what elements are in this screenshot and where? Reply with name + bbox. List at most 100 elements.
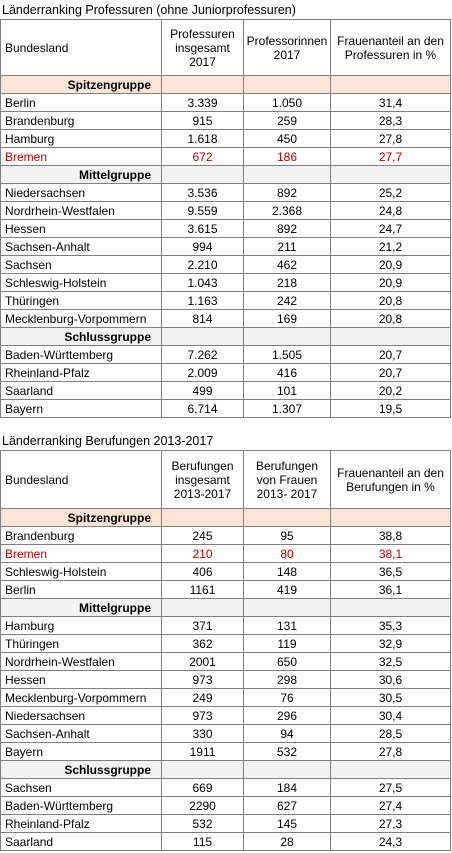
cell: 36,5 — [331, 563, 451, 581]
cell: 1.618 — [162, 130, 244, 148]
cell: 95 — [244, 527, 331, 545]
group-cell — [244, 166, 331, 184]
cell: 20,7 — [331, 346, 451, 364]
cell: 210 — [162, 545, 244, 563]
cell: 9.559 — [162, 202, 244, 220]
row-label: Schleswig-Holstein — [0, 274, 162, 292]
table-title: Länderranking Professuren (ohne Juniorpr… — [2, 3, 296, 17]
group-cell — [244, 599, 331, 617]
row-label: Rheinland-Pfalz — [0, 364, 162, 382]
cell: 2.368 — [244, 202, 331, 220]
row-label: Thüringen — [0, 635, 162, 653]
row-label: Mecklenburg-Vorpommern — [0, 689, 162, 707]
cell: 499 — [162, 382, 244, 400]
cell: 101 — [244, 382, 331, 400]
cell: 35,3 — [331, 617, 451, 635]
group-cell — [162, 599, 244, 617]
row-label: Bremen — [0, 545, 162, 563]
cell: 20,9 — [331, 274, 451, 292]
cell: 450 — [244, 130, 331, 148]
cell: 38,1 — [331, 545, 451, 563]
cell: 25,2 — [331, 184, 451, 202]
group-cell — [331, 761, 451, 779]
row-label: Sachsen — [0, 256, 162, 274]
row-label: Sachsen-Anhalt — [0, 238, 162, 256]
row-label: Brandenburg — [0, 112, 162, 130]
group-cell — [162, 761, 244, 779]
row-label: Hamburg — [0, 130, 162, 148]
cell: 131 — [244, 617, 331, 635]
cell: 218 — [244, 274, 331, 292]
cell: 19,5 — [331, 400, 451, 418]
cell: 36,1 — [331, 581, 451, 599]
cell: 406 — [162, 563, 244, 581]
row-label: Hessen — [0, 220, 162, 238]
header-cell: Bundesland — [0, 20, 162, 76]
group-label: Schlussgruppe — [0, 761, 162, 779]
cell: 30,5 — [331, 689, 451, 707]
row-label: Baden-Württemberg — [0, 797, 162, 815]
header-cell: Frauenanteil an den Professuren in % — [331, 20, 451, 76]
table-title: Länderranking Berufungen 2013-2017 — [2, 434, 214, 448]
cell: 2.210 — [162, 256, 244, 274]
cell: 462 — [244, 256, 331, 274]
cell: 669 — [162, 779, 244, 797]
cell: 27,4 — [331, 797, 451, 815]
cell: 362 — [162, 635, 244, 653]
cell: 27,8 — [331, 743, 451, 761]
cell: 1.307 — [244, 400, 331, 418]
cell: 20,2 — [331, 382, 451, 400]
cell: 32,9 — [331, 635, 451, 653]
cell: 1.505 — [244, 346, 331, 364]
cell: 3.536 — [162, 184, 244, 202]
cell: 973 — [162, 671, 244, 689]
cell: 1.043 — [162, 274, 244, 292]
cell: 298 — [244, 671, 331, 689]
row-label: Rheinland-Pfalz — [0, 815, 162, 833]
cell: 2290 — [162, 797, 244, 815]
cell: 28,3 — [331, 112, 451, 130]
group-cell — [244, 761, 331, 779]
header-cell: Bundesland — [0, 451, 162, 509]
cell: 27,3 — [331, 815, 451, 833]
cell: 672 — [162, 148, 244, 166]
row-label: Baden-Württemberg — [0, 346, 162, 364]
cell: 145 — [244, 815, 331, 833]
row-label: Mecklenburg-Vorpommern — [0, 310, 162, 328]
row-label: Bremen — [0, 148, 162, 166]
row-label: Hessen — [0, 671, 162, 689]
cell: 245 — [162, 527, 244, 545]
header-cell: Professuren insgesamt 2017 — [162, 20, 244, 76]
cell: 38,8 — [331, 527, 451, 545]
group-label: Spitzengruppe — [0, 509, 162, 527]
row-label: Hamburg — [0, 617, 162, 635]
cell: 1.163 — [162, 292, 244, 310]
cell: 27,8 — [331, 130, 451, 148]
cell: 30,4 — [331, 707, 451, 725]
cell: 296 — [244, 707, 331, 725]
group-cell — [162, 509, 244, 527]
row-label: Nordrhein-Westfalen — [0, 202, 162, 220]
group-cell — [244, 76, 331, 94]
cell: 30,6 — [331, 671, 451, 689]
row-label: Sachsen — [0, 779, 162, 797]
cell: 31,4 — [331, 94, 451, 112]
cell: 24,7 — [331, 220, 451, 238]
group-cell — [331, 509, 451, 527]
group-label: Mittelgruppe — [0, 599, 162, 617]
cell: 7.262 — [162, 346, 244, 364]
header-top-border — [0, 19, 451, 20]
cell: 330 — [162, 725, 244, 743]
cell: 148 — [244, 563, 331, 581]
row-label: Schleswig-Holstein — [0, 563, 162, 581]
row-label: Saarland — [0, 382, 162, 400]
cell: 973 — [162, 707, 244, 725]
cell: 892 — [244, 184, 331, 202]
cell: 94 — [244, 725, 331, 743]
cell: 650 — [244, 653, 331, 671]
row-label: Thüringen — [0, 292, 162, 310]
cell: 915 — [162, 112, 244, 130]
cell: 416 — [244, 364, 331, 382]
cell: 76 — [244, 689, 331, 707]
